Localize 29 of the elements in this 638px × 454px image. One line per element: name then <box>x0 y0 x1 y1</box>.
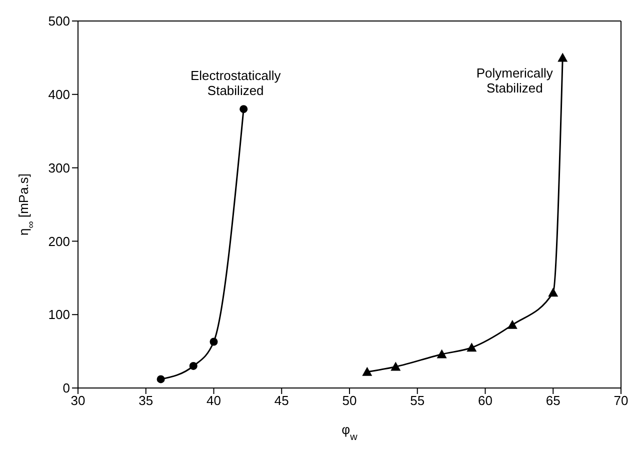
y-tick-label: 0 <box>62 380 70 396</box>
y-tick-label: 200 <box>48 234 70 249</box>
x-tick-label: 55 <box>410 393 425 408</box>
point <box>436 349 447 358</box>
x-tick-label: 65 <box>546 393 560 408</box>
x-tick-label: 45 <box>274 393 289 408</box>
y-tick-label: 500 <box>48 14 70 29</box>
x-axis-title: φ$_{w}$ <box>342 422 358 442</box>
point <box>558 52 568 62</box>
x-tick-label: 50 <box>342 393 357 408</box>
y-tick-label: 300 <box>48 160 70 176</box>
point <box>156 375 165 384</box>
point <box>390 362 401 371</box>
point <box>210 338 218 346</box>
annotation: Polymerically Stabilized <box>476 66 554 96</box>
x-tick-label: 40 <box>206 393 221 408</box>
x-tick-label: 70 <box>614 393 628 408</box>
annotation: Electrostatically Stabilized <box>190 68 282 98</box>
point <box>362 366 372 376</box>
point <box>548 288 558 297</box>
y-tick-label: 100 <box>48 307 70 322</box>
x-tick-label: 35 <box>138 393 154 408</box>
point <box>466 342 477 352</box>
x-tick-label: 30 <box>70 393 86 408</box>
point <box>240 105 248 114</box>
point <box>189 362 198 370</box>
y-tick-label: 400 <box>48 87 70 102</box>
x-tick-label: 60 <box>478 393 492 408</box>
point <box>507 320 518 329</box>
